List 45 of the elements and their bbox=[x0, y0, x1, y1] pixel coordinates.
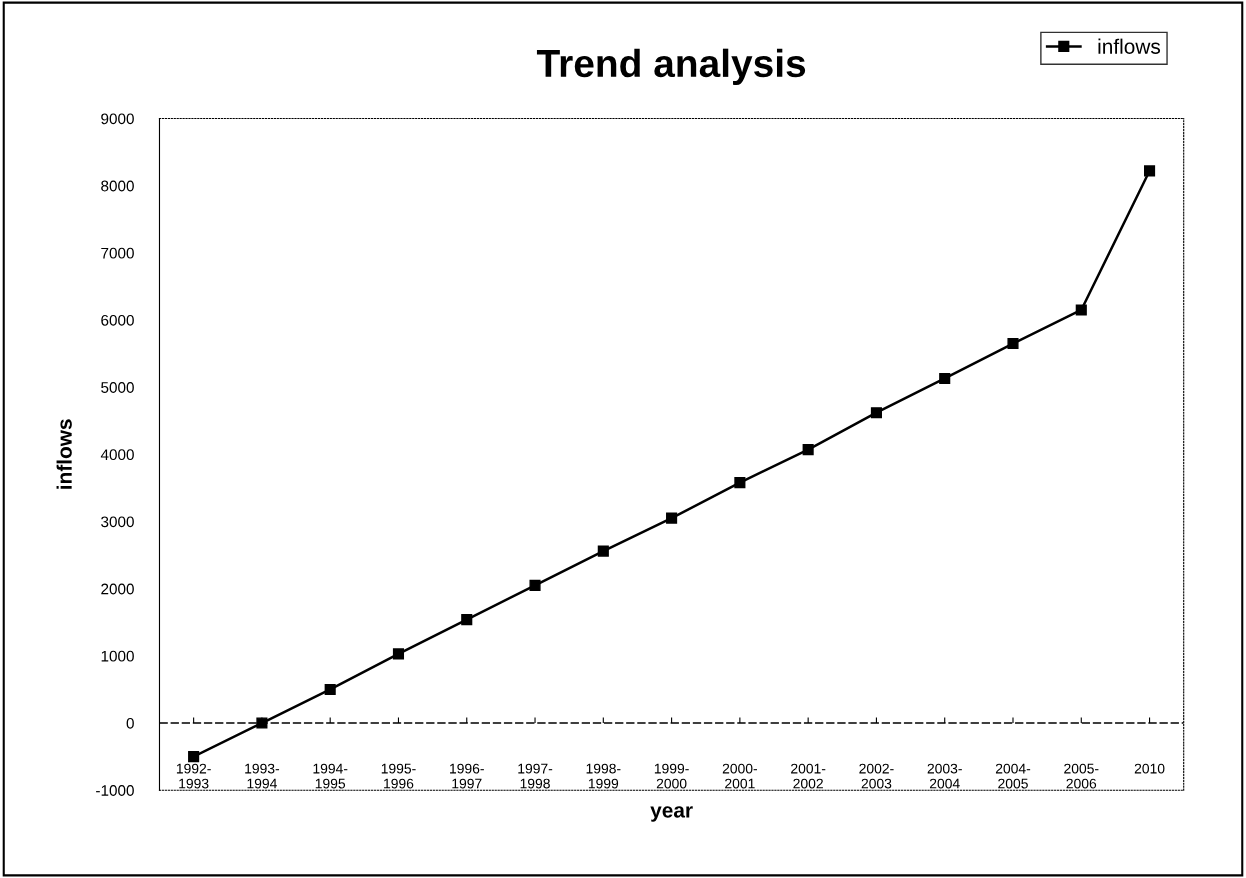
point bbox=[256, 717, 268, 729]
point bbox=[461, 614, 473, 626]
point bbox=[666, 512, 678, 524]
point bbox=[870, 407, 882, 419]
point bbox=[1075, 304, 1087, 316]
x-tick-label: 1998- 1999 bbox=[586, 763, 621, 789]
point bbox=[597, 545, 609, 557]
y-tick-label: 2000 bbox=[101, 583, 134, 595]
y-tick-label: -1000 bbox=[96, 785, 134, 796]
y-tick-label: 4000 bbox=[100, 449, 134, 461]
chart-title: Trend analysis bbox=[536, 48, 806, 85]
x-tick-label: 2001- 2002 bbox=[791, 763, 826, 789]
y-tick-label: 0 bbox=[126, 717, 134, 729]
y-tick-label: 1000 bbox=[101, 650, 134, 662]
point bbox=[529, 579, 541, 591]
point bbox=[802, 444, 814, 456]
y-tick-label: 6000 bbox=[101, 314, 134, 326]
x-axis-title: year bbox=[650, 806, 693, 822]
x-tick-label: 1995- 1996 bbox=[381, 763, 416, 789]
y-tick-label: 9000 bbox=[101, 113, 134, 125]
x-tick-label: 2004- 2005 bbox=[995, 763, 1031, 789]
x-tick-label: 1993- 1994 bbox=[245, 763, 280, 789]
x-tick-label: 1992- 1993 bbox=[176, 763, 211, 789]
point bbox=[1144, 165, 1156, 177]
y-tick-label: 3000 bbox=[101, 516, 134, 528]
x-tick-label: 2005- 2006 bbox=[1064, 763, 1099, 789]
x-tick-label: 1994- 1995 bbox=[313, 763, 348, 789]
point bbox=[734, 477, 746, 489]
y-tick-label: 8000 bbox=[101, 180, 134, 192]
x-tick-label: 2010 bbox=[1134, 763, 1165, 774]
x-tick-label: 1996- 1997 bbox=[450, 763, 484, 789]
y-axis-title: inflows bbox=[56, 419, 72, 489]
x-tick-label: 1999- 2000 bbox=[654, 763, 689, 789]
legend-label: inflows bbox=[1098, 38, 1161, 54]
x-tick-label: 2002- 2003 bbox=[859, 763, 894, 789]
y-tick-label: 7000 bbox=[101, 247, 134, 259]
x-tick-label: 2003- 2004 bbox=[927, 763, 962, 789]
point bbox=[392, 648, 405, 660]
x-tick-label: 1997- 1998 bbox=[518, 763, 553, 789]
point bbox=[324, 683, 336, 696]
point bbox=[939, 372, 951, 385]
y-tick-label: 5000 bbox=[101, 382, 134, 393]
x-tick-label: 2000- 2001 bbox=[722, 763, 758, 789]
point bbox=[188, 751, 200, 763]
point bbox=[1007, 337, 1019, 350]
